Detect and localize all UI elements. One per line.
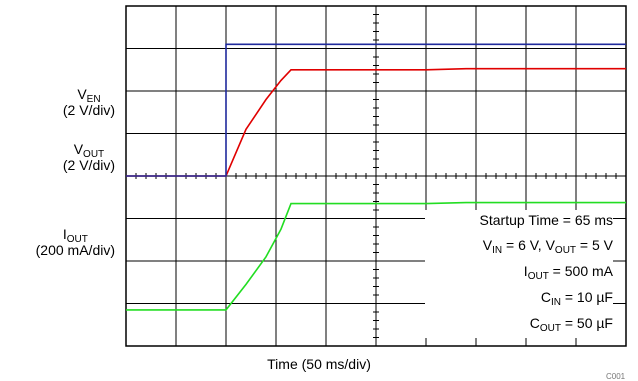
trace-v-en <box>126 43 626 177</box>
annotation-startup-time: Startup Time = 65 ms <box>479 212 613 228</box>
annotation-cin: CIN = 10 µF <box>540 289 613 308</box>
trace-v-out <box>126 67 626 177</box>
v-out-scale: (2 V/div) <box>62 157 115 173</box>
trace-i-out <box>126 201 626 311</box>
i-out-label: IOUT (200 mA/div) <box>35 226 115 258</box>
v-out-label: VOUT (2 V/div) <box>62 141 115 173</box>
v-en-label: VEN (2 V/div) <box>62 86 115 118</box>
annotation-vin-vout: VIN = 6 V, VOUT = 5 V <box>482 237 613 256</box>
annotation-box: Startup Time = 65 ms VIN = 6 V, VOUT = 5… <box>425 210 613 338</box>
traces <box>126 43 626 311</box>
x-axis-label: Time (50 ms/div) <box>267 356 371 372</box>
annotation-cout: COUT = 50 µF <box>529 315 613 334</box>
v-en-scale: (2 V/div) <box>62 102 115 118</box>
annotation-iout: IOUT = 500 mA <box>523 263 613 282</box>
figure-tag: C001 <box>606 372 626 381</box>
i-out-scale: (200 mA/div) <box>35 242 115 258</box>
